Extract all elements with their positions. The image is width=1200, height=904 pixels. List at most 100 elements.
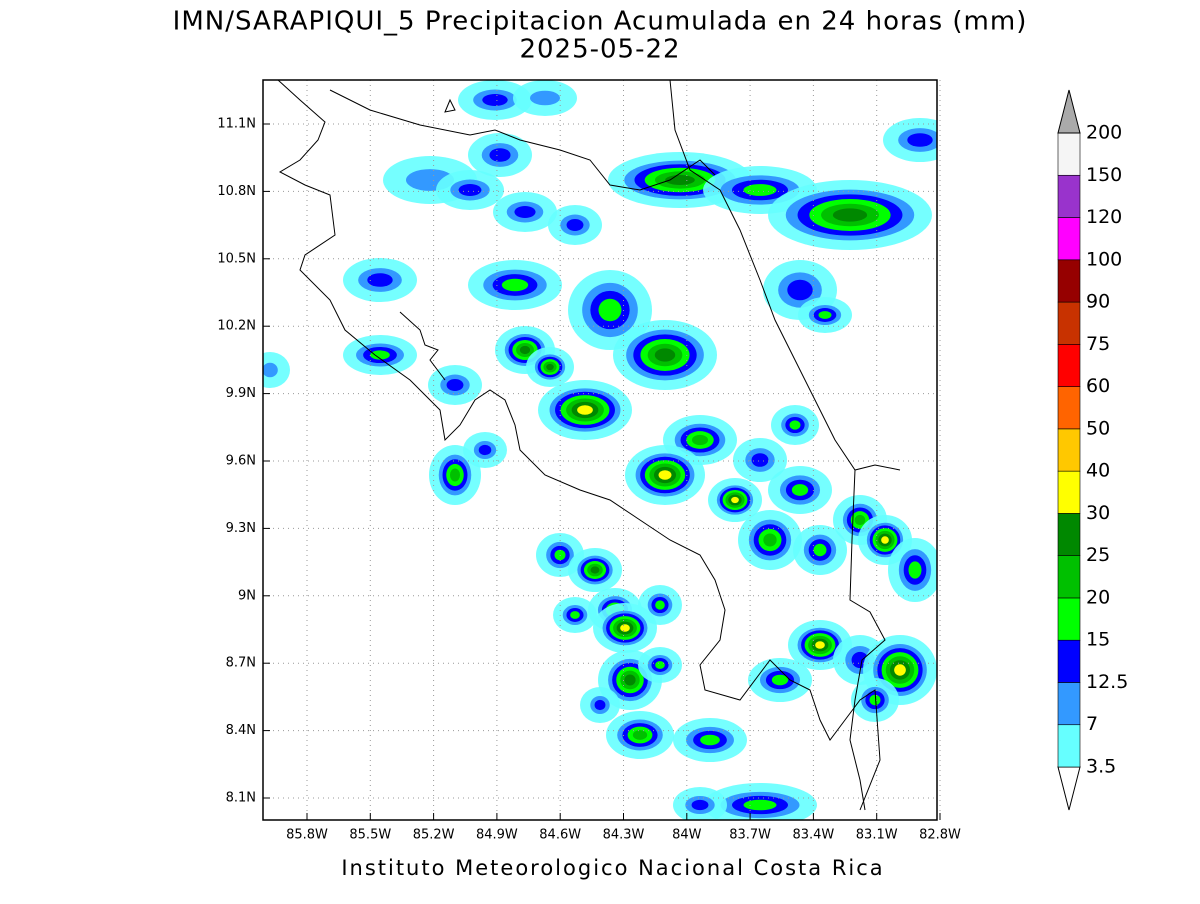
lon-label: 85.2W [413, 828, 455, 843]
rain-contour [654, 348, 676, 362]
subtitle: 2025-05-22 [519, 35, 680, 65]
lon-label: 84.9W [476, 828, 518, 843]
colorbar-band [1057, 386, 1081, 430]
rain-contour [655, 600, 665, 610]
rain-contour [530, 90, 560, 106]
lon-label: 83.7W [729, 828, 771, 843]
lat-label: 9N [238, 588, 256, 603]
rain-contour [763, 533, 777, 547]
colorbar-band [1057, 428, 1081, 472]
colorbar-label: 12.5 [1086, 671, 1128, 693]
lat-label: 11.1N [217, 117, 256, 132]
colorbar-band [1057, 597, 1081, 641]
rain-contour [700, 734, 720, 746]
lon-label: 85.8W [286, 828, 328, 843]
rain-contour [598, 298, 622, 322]
title: IMN/SARAPIQUI_5 Precipitacion Acumulada … [173, 7, 1028, 37]
lon-label: 84.3W [603, 828, 645, 843]
rain-contour [743, 799, 777, 811]
colorbar-band [1057, 682, 1081, 726]
lon-label: 83.4W [792, 828, 834, 843]
lat-label: 10.2N [217, 319, 256, 334]
lat-label: 10.8N [217, 184, 256, 199]
rain-contour [367, 273, 393, 287]
graticule [263, 80, 941, 820]
rain-contour [590, 566, 600, 574]
colorbar-label: 40 [1086, 460, 1110, 482]
rain-contour [478, 444, 492, 456]
rain-contour [620, 624, 630, 632]
rain-contour [514, 206, 536, 218]
lat-label: 9.3N [226, 521, 256, 536]
rain-contour [489, 148, 511, 162]
precipitation-field [263, 80, 937, 820]
colorbar-label: 200 [1086, 122, 1122, 144]
colorbar-label: 7 [1086, 713, 1098, 735]
rain-contour [813, 543, 827, 557]
lat-label: 10.5N [217, 251, 256, 266]
rain-contour [832, 208, 868, 222]
colorbar-band [1057, 259, 1081, 303]
lat-label: 8.4N [226, 723, 256, 738]
rain-contour [907, 133, 933, 147]
lat-label: 9.6N [226, 454, 256, 469]
rain-contour [894, 664, 906, 676]
colorbar: 3.5 7 12.5 15 20 25 30 40 50 60 75 90 100 120 150 200 [1057, 89, 1128, 811]
lon-label: 82.8W [919, 828, 961, 843]
lat-label: 8.1N [226, 791, 256, 806]
colorbar-label: 90 [1086, 291, 1110, 313]
map-frame [262, 79, 938, 821]
rain-contour [624, 674, 636, 686]
rain-contour [546, 363, 554, 371]
rain-contour [731, 496, 739, 504]
colorbar-band [1057, 344, 1081, 387]
colorbar-under [1057, 766, 1081, 811]
rain-contour [632, 730, 648, 740]
rain-contour [854, 514, 866, 526]
colorbar-band [1057, 174, 1081, 218]
rain-contour [789, 420, 801, 430]
colorbar-label: 150 [1086, 164, 1122, 186]
rain-contour [482, 94, 508, 106]
colorbar-band [1057, 724, 1081, 768]
colorbar-label: 3.5 [1086, 756, 1116, 778]
rain-contour [869, 694, 881, 706]
rain-contour [655, 661, 665, 669]
colorbar-label: 50 [1086, 417, 1110, 439]
colorbar-label: 15 [1086, 629, 1110, 651]
lat-label: 9.9N [226, 386, 256, 401]
rain-contour [566, 219, 584, 231]
rain-contour [815, 641, 825, 649]
rain-contour [691, 434, 709, 446]
rain-contour [519, 345, 531, 355]
colorbar-label: 25 [1086, 544, 1110, 566]
rain-contour [881, 536, 889, 544]
rain-contour [263, 362, 278, 378]
rain-contour [501, 278, 529, 292]
lon-label: 84.6W [539, 828, 581, 843]
colorbar-band [1057, 217, 1081, 261]
lon-label: 83.1W [856, 828, 898, 843]
colorbar-band [1057, 513, 1081, 556]
rain-contour [691, 799, 709, 811]
colorbar-band [1057, 639, 1081, 683]
colorbar-band [1057, 555, 1081, 599]
colorbar-band [1057, 470, 1081, 514]
rain-contour [658, 470, 672, 480]
coastlines [277, 80, 901, 811]
rain-contour [577, 405, 593, 415]
rain-contour [818, 311, 832, 319]
colorbar-label: 60 [1086, 375, 1110, 397]
rain-contour [743, 184, 777, 196]
rain-contour [791, 484, 809, 496]
lon-label: 84W [672, 828, 702, 843]
latitude-labels: 11.1N 10.8N 10.5N 10.2N 9.9N 9.6N 9.3N 9N 8.7N 8.… [217, 117, 270, 806]
rain-contour [570, 611, 580, 619]
rain-contour [751, 453, 769, 467]
rain-contour [908, 561, 922, 579]
colorbar-label: 120 [1086, 206, 1122, 228]
rain-contour [771, 674, 789, 686]
footer: Instituto Meteorologico Nacional Costa R… [341, 856, 884, 880]
rain-contour [449, 468, 461, 482]
